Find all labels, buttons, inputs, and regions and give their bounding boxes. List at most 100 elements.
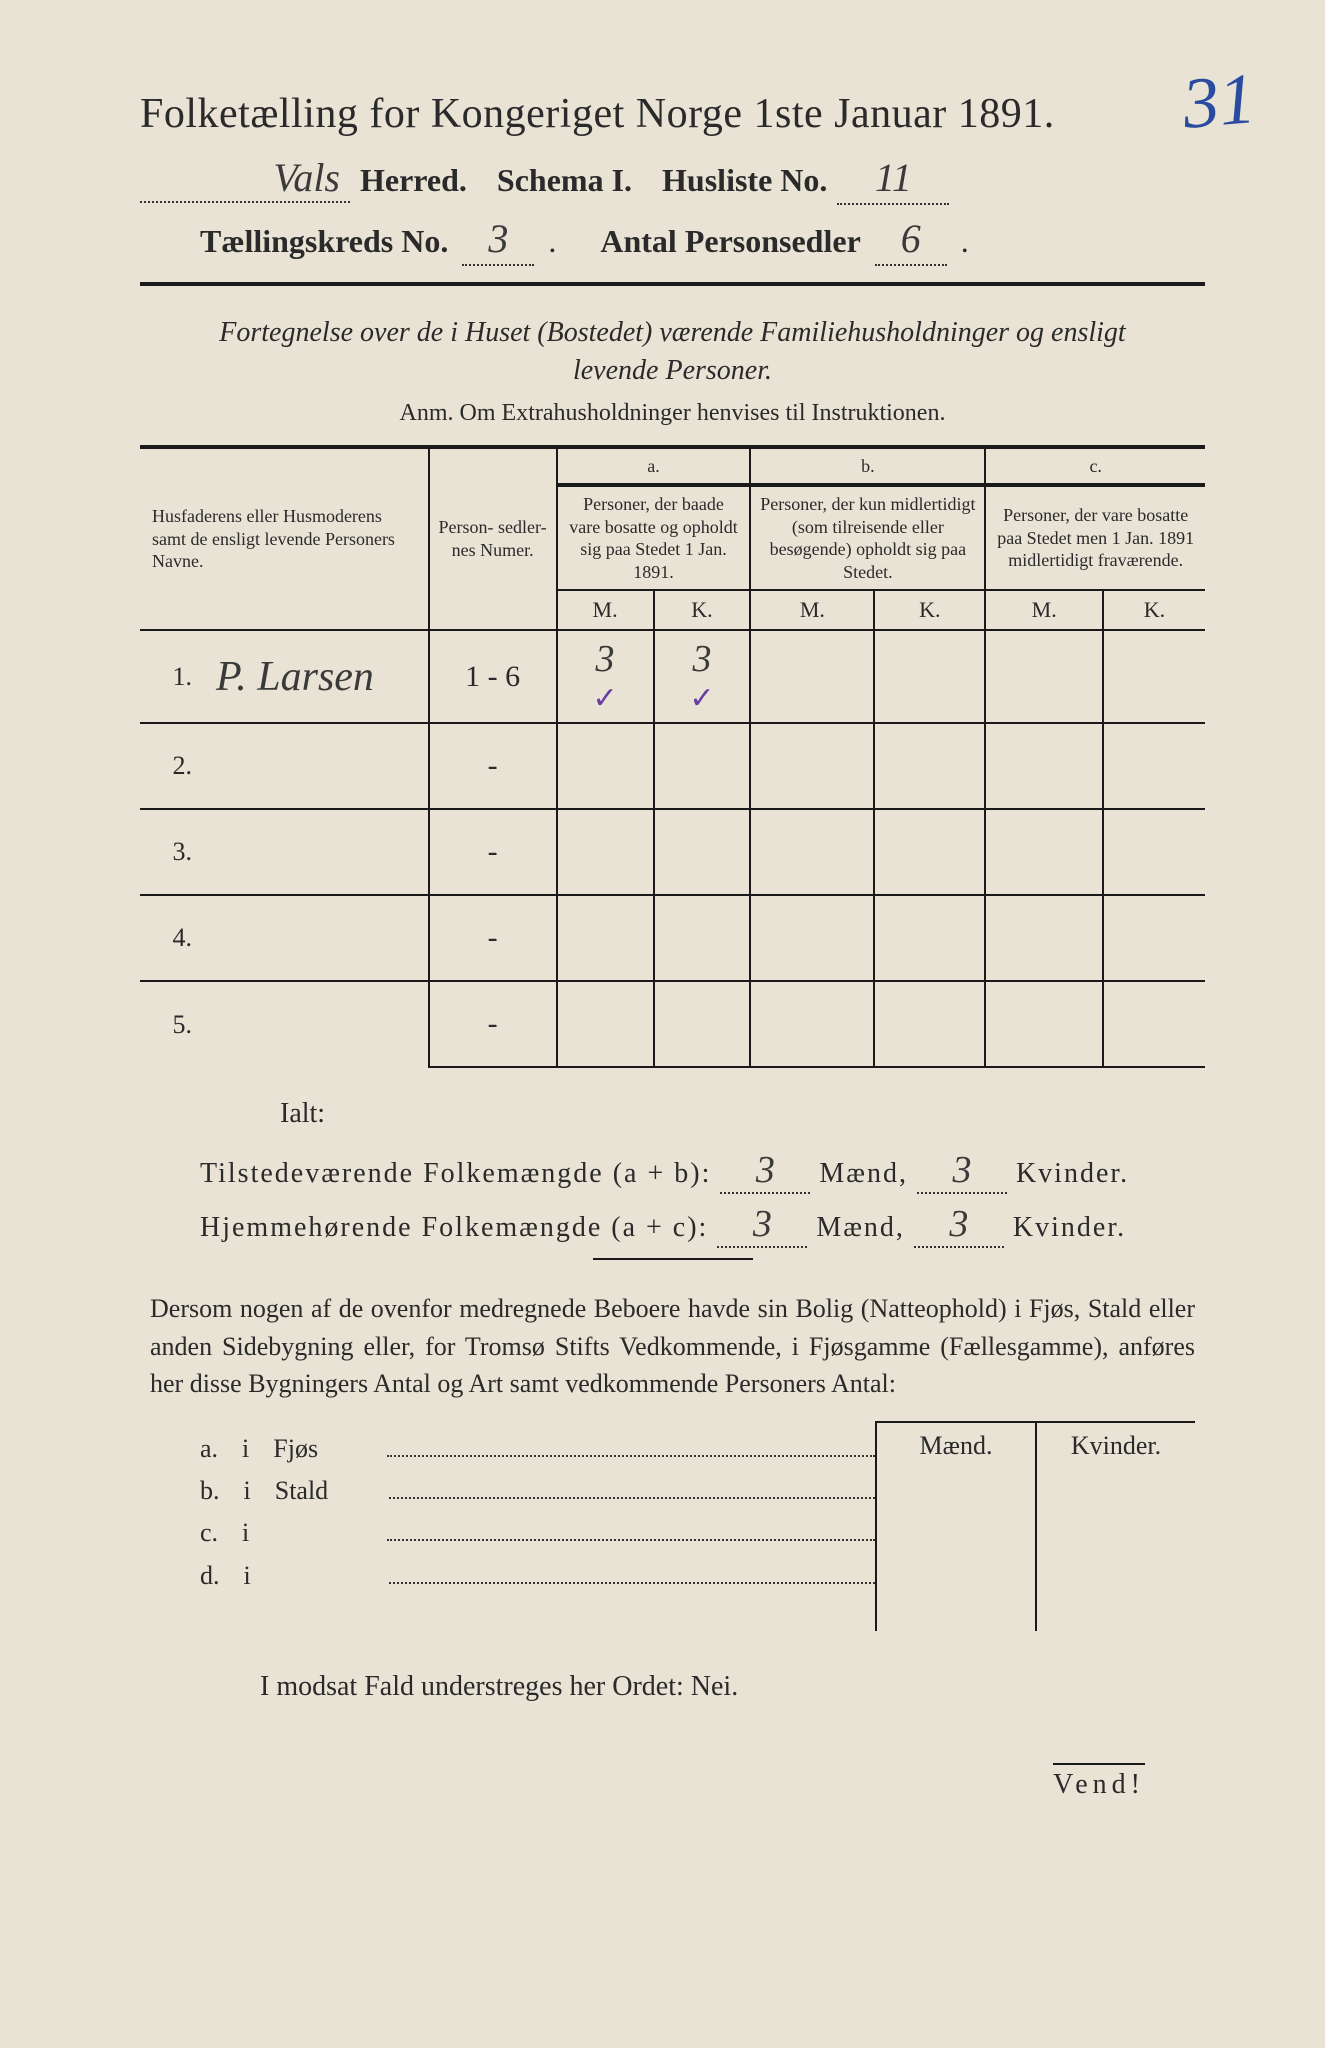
cell-bk — [874, 630, 985, 723]
col-c-m: M. — [985, 590, 1103, 630]
buildings-kvinder: Kvinder. — [1037, 1423, 1195, 1631]
check-mark: ✓ — [566, 681, 645, 716]
description: Fortegnelse over de i Huset (Bostedet) v… — [140, 314, 1205, 390]
cell-ck — [1103, 895, 1205, 981]
cell-am: 3✓ — [557, 630, 654, 723]
herred-label: Herred. — [360, 162, 467, 199]
building-label: Stald — [275, 1476, 365, 1506]
buildings-section: a. i Fjøs b. i Stald c. i d. i Mænd. Kvinder. — [200, 1421, 1195, 1631]
building-letter: d. — [200, 1561, 220, 1591]
dotted-fill — [389, 1474, 875, 1499]
cell-bk — [874, 723, 985, 809]
row-number: 3. — [140, 809, 202, 895]
personsedler-value: 6 — [875, 215, 947, 266]
cell-ck — [1103, 630, 1205, 723]
table-row: 5.- — [140, 981, 1205, 1067]
table-row: 4.- — [140, 895, 1205, 981]
col-b-label: b. — [750, 447, 985, 486]
dotted-fill — [387, 1516, 875, 1541]
cell-cm — [985, 809, 1103, 895]
check-mark: ✓ — [663, 681, 742, 716]
building-i: i — [244, 1476, 251, 1506]
row-name: P. Larsen — [202, 630, 429, 723]
cell-bk — [874, 981, 985, 1067]
table-row: 1.P. Larsen1 - 63✓3✓ — [140, 630, 1205, 723]
cell-bk — [874, 895, 985, 981]
rule — [140, 282, 1205, 286]
cell-ck — [1103, 723, 1205, 809]
cell-ak — [654, 895, 751, 981]
col-a-k: K. — [654, 590, 751, 630]
cell-num: - — [429, 809, 557, 895]
col-b-k: K. — [874, 590, 985, 630]
building-row: a. i Fjøs — [200, 1431, 875, 1463]
col-c-header: Personer, der vare bosatte paa Stedet me… — [985, 485, 1205, 590]
building-letter: a. — [200, 1434, 218, 1464]
col-c-label: c. — [985, 447, 1205, 486]
row-name — [202, 723, 429, 809]
mid-rule — [593, 1258, 753, 1260]
cell-cm — [985, 981, 1103, 1067]
header-line-1: Vals Herred. Schema I. Husliste No. 11 — [140, 154, 1205, 205]
vend-label: Vend! — [1053, 1763, 1145, 1801]
kreds-value: 3 — [462, 215, 534, 266]
census-table: Husfaderens eller Husmoderens samt de en… — [140, 445, 1205, 1069]
cell-am — [557, 809, 654, 895]
cell-bm — [750, 630, 874, 723]
herred-value: Vals — [140, 154, 350, 203]
building-row: b. i Stald — [200, 1474, 875, 1506]
col-a-header: Personer, der baade vare bosatte og opho… — [557, 485, 751, 590]
margin-annotation: 31 — [1180, 57, 1259, 146]
buildings-list: a. i Fjøs b. i Stald c. i d. i — [200, 1421, 875, 1631]
cell-num: - — [429, 981, 557, 1067]
building-letter: c. — [200, 1518, 218, 1548]
tilstede-label: Tilstedeværende Folkemængde (a + b): — [200, 1158, 711, 1189]
cell-num: 1 - 6 — [429, 630, 557, 723]
hjemme-m: 3 — [717, 1202, 807, 1248]
table-row: 2. - — [140, 723, 1205, 809]
row-number: 2. — [140, 723, 202, 809]
row-number: 4. — [140, 895, 202, 981]
building-row: d. i — [200, 1558, 875, 1590]
cell-ak — [654, 723, 751, 809]
dotted-fill — [389, 1558, 875, 1583]
row-number: 1. — [140, 630, 202, 723]
hjemme-label: Hjemmehørende Folkemængde (a + c): — [200, 1212, 708, 1243]
cell-bk — [874, 809, 985, 895]
col-c-k: K. — [1103, 590, 1205, 630]
hjemme-k: 3 — [914, 1202, 1004, 1248]
dotted-fill — [387, 1431, 875, 1456]
cell-am — [557, 723, 654, 809]
cell-num: - — [429, 723, 557, 809]
totals-line-2: Hjemmehørende Folkemængde (a + c): 3 Mæn… — [200, 1202, 1205, 1248]
cell-cm — [985, 895, 1103, 981]
row-name — [202, 981, 429, 1067]
buildings-maend: Mænd. — [877, 1423, 1037, 1631]
husliste-label: Husliste No. — [662, 162, 827, 199]
cell-ak: 3✓ — [654, 630, 751, 723]
nei-line: I modsat Fald understreges her Ordet: Ne… — [260, 1671, 1205, 1703]
building-i: i — [242, 1434, 249, 1464]
buildings-paragraph: Dersom nogen af de ovenfor medregnede Be… — [150, 1290, 1195, 1403]
kvinder-label2: Kvinder. — [1013, 1212, 1126, 1243]
building-row: c. i — [200, 1516, 875, 1548]
building-letter: b. — [200, 1476, 220, 1506]
cell-cm — [985, 630, 1103, 723]
description-line1: Fortegnelse over de i Huset (Bostedet) v… — [219, 317, 1125, 348]
header-line-2: Tællingskreds No. 3 . Antal Personsedler… — [200, 215, 1205, 266]
building-label: Fjøs — [273, 1434, 363, 1464]
col-b-m: M. — [750, 590, 874, 630]
table-row: 3. - — [140, 809, 1205, 895]
col-num-header: Person- sedler- nes Numer. — [429, 447, 557, 631]
building-i: i — [242, 1518, 249, 1548]
row-name — [202, 895, 429, 981]
description-line2: levende Personer. — [573, 355, 772, 386]
building-i: i — [244, 1561, 251, 1591]
kreds-label: Tællingskreds No. — [200, 223, 448, 260]
col-name-header: Husfaderens eller Husmoderens samt de en… — [140, 447, 429, 631]
anm-note: Anm. Om Extrahusholdninger henvises til … — [140, 400, 1205, 427]
kvinder-label: Kvinder. — [1016, 1158, 1129, 1189]
col-a-label: a. — [557, 447, 751, 486]
cell-am — [557, 895, 654, 981]
ialt-label: Ialt: — [280, 1098, 1205, 1130]
